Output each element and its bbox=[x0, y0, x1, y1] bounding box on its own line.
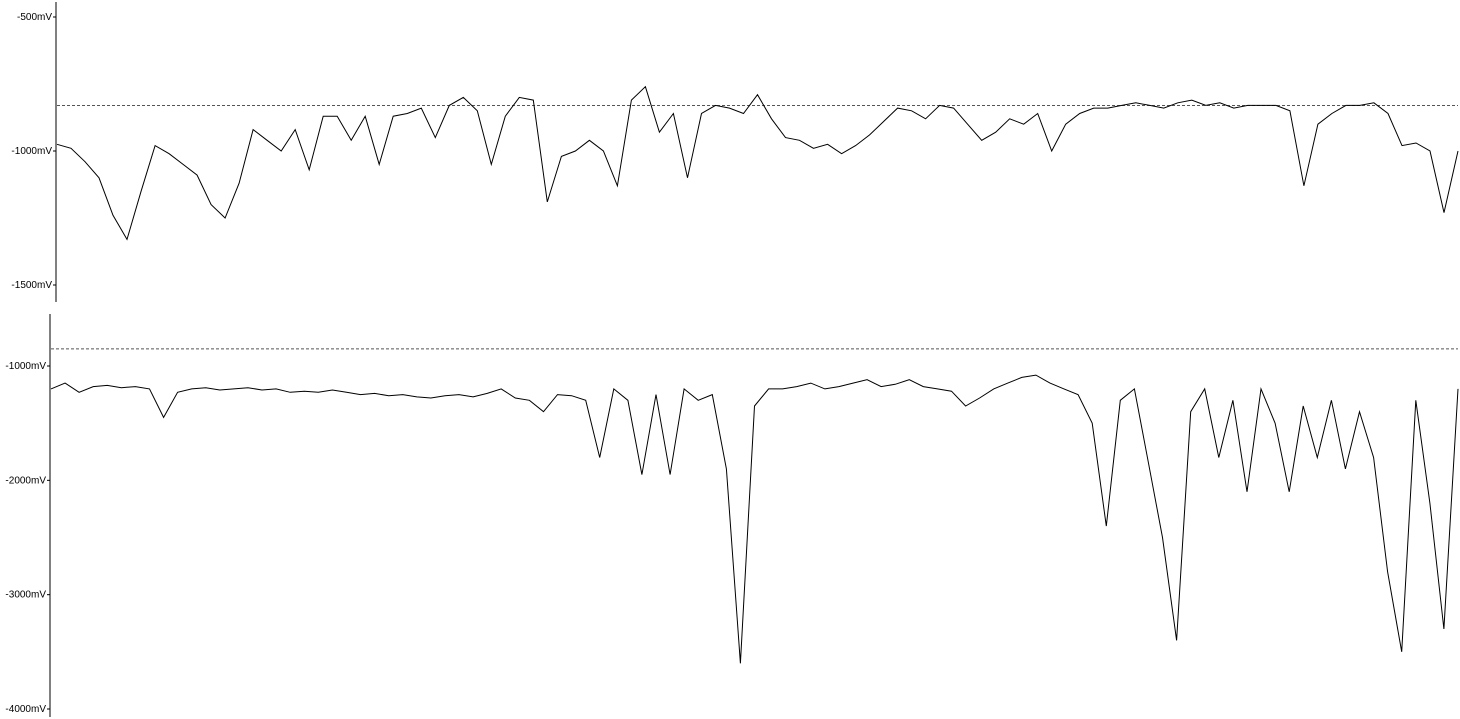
lower-voltage-trace bbox=[50, 374, 1459, 664]
y-tick-label: -1000mV bbox=[5, 361, 46, 372]
upper-voltage-panel: -500mV -1000mV -1500mV bbox=[11, 2, 1459, 302]
y-tick-label: -1500mV bbox=[11, 280, 52, 291]
y-tick-label: -2000mV bbox=[5, 475, 46, 486]
y-tick-label: -500mV bbox=[17, 12, 52, 23]
upper-voltage-trace bbox=[56, 85, 1459, 241]
y-tick-label: -1000mV bbox=[11, 146, 52, 157]
lower-voltage-panel: -1000mV -2000mV -3000mV -4000mV bbox=[5, 314, 1459, 717]
y-tick-label: -3000mV bbox=[5, 590, 46, 601]
y-tick-label: -4000mV bbox=[5, 704, 46, 715]
